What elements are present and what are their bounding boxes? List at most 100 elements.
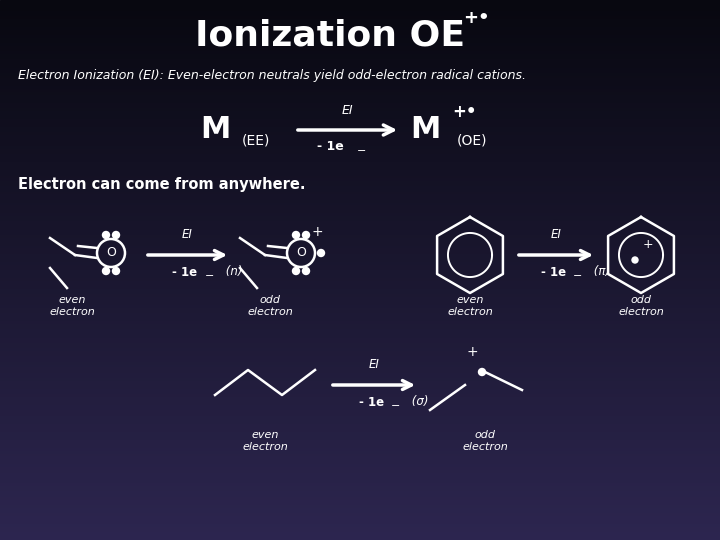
- Bar: [0, 319, 720, 321]
- Bar: [0, 119, 720, 122]
- Bar: [0, 308, 720, 310]
- Bar: [0, 173, 720, 176]
- Bar: [0, 35, 720, 38]
- Text: Electron can come from anywhere.: Electron can come from anywhere.: [18, 178, 305, 192]
- Bar: [0, 486, 720, 489]
- Bar: [0, 440, 720, 443]
- Bar: [0, 392, 720, 394]
- Text: electron: electron: [49, 307, 95, 317]
- Bar: [0, 124, 720, 127]
- Bar: [0, 275, 720, 278]
- Bar: [0, 472, 720, 475]
- Bar: [0, 281, 720, 284]
- Bar: [0, 410, 720, 413]
- Bar: [0, 265, 720, 267]
- Bar: [0, 103, 720, 105]
- Text: −: −: [573, 271, 582, 281]
- Bar: [0, 335, 720, 338]
- Text: electron: electron: [247, 307, 293, 317]
- Text: +•: +•: [452, 103, 477, 121]
- Bar: [0, 483, 720, 486]
- Bar: [0, 232, 720, 235]
- Bar: [0, 284, 720, 286]
- Bar: [0, 400, 720, 402]
- Bar: [0, 32, 720, 35]
- Bar: [0, 529, 720, 532]
- Text: (OE): (OE): [457, 133, 487, 147]
- Bar: [0, 192, 720, 194]
- Bar: [0, 157, 720, 159]
- Bar: [0, 30, 720, 32]
- Bar: [0, 8, 720, 11]
- Bar: [0, 162, 720, 165]
- Bar: [0, 454, 720, 456]
- Bar: [0, 437, 720, 440]
- Circle shape: [102, 267, 109, 274]
- Bar: [0, 424, 720, 427]
- Bar: [0, 116, 720, 119]
- Bar: [0, 429, 720, 432]
- Bar: [0, 111, 720, 113]
- Bar: [0, 524, 720, 526]
- Text: EI: EI: [551, 228, 562, 241]
- Bar: [0, 497, 720, 500]
- Bar: [0, 346, 720, 348]
- Bar: [0, 221, 720, 224]
- Bar: [0, 502, 720, 505]
- Bar: [0, 54, 720, 57]
- Text: even: even: [456, 295, 484, 305]
- Bar: [0, 243, 720, 246]
- Text: even: even: [58, 295, 86, 305]
- FancyArrowPatch shape: [298, 125, 393, 135]
- Bar: [0, 92, 720, 94]
- Bar: [0, 508, 720, 510]
- Bar: [0, 386, 720, 389]
- Circle shape: [302, 232, 310, 239]
- Bar: [0, 500, 720, 502]
- Bar: [0, 194, 720, 197]
- Bar: [0, 418, 720, 421]
- Bar: [0, 364, 720, 367]
- Bar: [0, 435, 720, 437]
- FancyArrowPatch shape: [519, 251, 590, 259]
- Circle shape: [292, 267, 300, 274]
- Text: Electron Ionization (EI): Even-electron neutrals yield odd-electron radical cati: Electron Ionization (EI): Even-electron …: [18, 69, 526, 82]
- Text: - 1e: - 1e: [172, 266, 197, 279]
- Bar: [0, 97, 720, 100]
- Bar: [0, 421, 720, 424]
- Bar: [0, 248, 720, 251]
- Bar: [0, 84, 720, 86]
- Bar: [0, 76, 720, 78]
- Text: EI: EI: [182, 228, 193, 241]
- Bar: [0, 254, 720, 256]
- Text: O: O: [296, 246, 306, 260]
- Bar: [0, 213, 720, 216]
- Bar: [0, 505, 720, 508]
- Bar: [0, 211, 720, 213]
- Bar: [0, 68, 720, 70]
- Text: O: O: [106, 246, 116, 260]
- Bar: [0, 327, 720, 329]
- Bar: [0, 135, 720, 138]
- Bar: [0, 146, 720, 148]
- Text: +: +: [311, 225, 323, 239]
- Bar: [0, 227, 720, 229]
- Bar: [0, 219, 720, 221]
- Bar: [0, 518, 720, 521]
- Bar: [0, 270, 720, 273]
- Bar: [0, 378, 720, 381]
- Bar: [0, 46, 720, 49]
- Bar: [0, 373, 720, 375]
- Text: electron: electron: [618, 307, 664, 317]
- Bar: [0, 127, 720, 130]
- Bar: [0, 89, 720, 92]
- Bar: [0, 205, 720, 208]
- Bar: [0, 19, 720, 22]
- Bar: [0, 526, 720, 529]
- Bar: [0, 5, 720, 8]
- Text: electron: electron: [242, 442, 288, 452]
- Bar: [0, 405, 720, 408]
- Circle shape: [112, 232, 120, 239]
- Bar: [0, 367, 720, 370]
- Bar: [0, 354, 720, 356]
